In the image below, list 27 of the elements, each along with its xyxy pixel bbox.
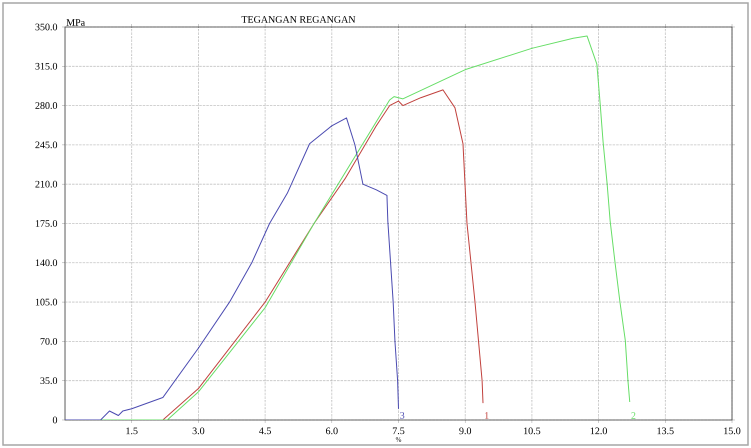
series-label: 1 [485, 412, 489, 419]
y-tick-label: 0 [52, 416, 58, 424]
y-axis-title: MPa [66, 19, 85, 26]
y-tick-label: 70.0 [40, 338, 58, 345]
x-tick-label: 9.0 [459, 428, 472, 434]
chart-title: TEGANGAN REGANGAN [242, 16, 356, 23]
series-label: 2 [631, 412, 636, 419]
x-tick-label: 10.5 [524, 428, 540, 434]
x-tick-label: 1.5 [126, 428, 138, 434]
x-tick-label: 7.5 [392, 428, 404, 434]
y-tick-label: 245.0 [35, 141, 58, 148]
x-tick-label: 13.5 [657, 428, 674, 434]
x-tick-label: 6.0 [326, 428, 338, 434]
y-tick-label: 175.0 [36, 220, 58, 227]
x-tick-label: 3.0 [192, 428, 204, 434]
x-tick-label: 12.0 [590, 428, 607, 434]
x-tick-label: 15.0 [724, 428, 740, 434]
line-series [65, 117, 400, 420]
y-tick-label: 140.0 [36, 259, 58, 266]
y-tick-label: 105.0 [36, 298, 58, 306]
y-tick-label: 35.0 [40, 377, 58, 384]
y-tick-label: 210.0 [35, 180, 58, 188]
y-tick-label: 350.0 [35, 24, 58, 30]
series-label: 3 [400, 412, 404, 419]
x-tick-label: 4.5 [259, 428, 271, 434]
y-tick-label: 315.0 [35, 62, 58, 70]
y-tick-label: 280.0 [35, 102, 58, 109]
